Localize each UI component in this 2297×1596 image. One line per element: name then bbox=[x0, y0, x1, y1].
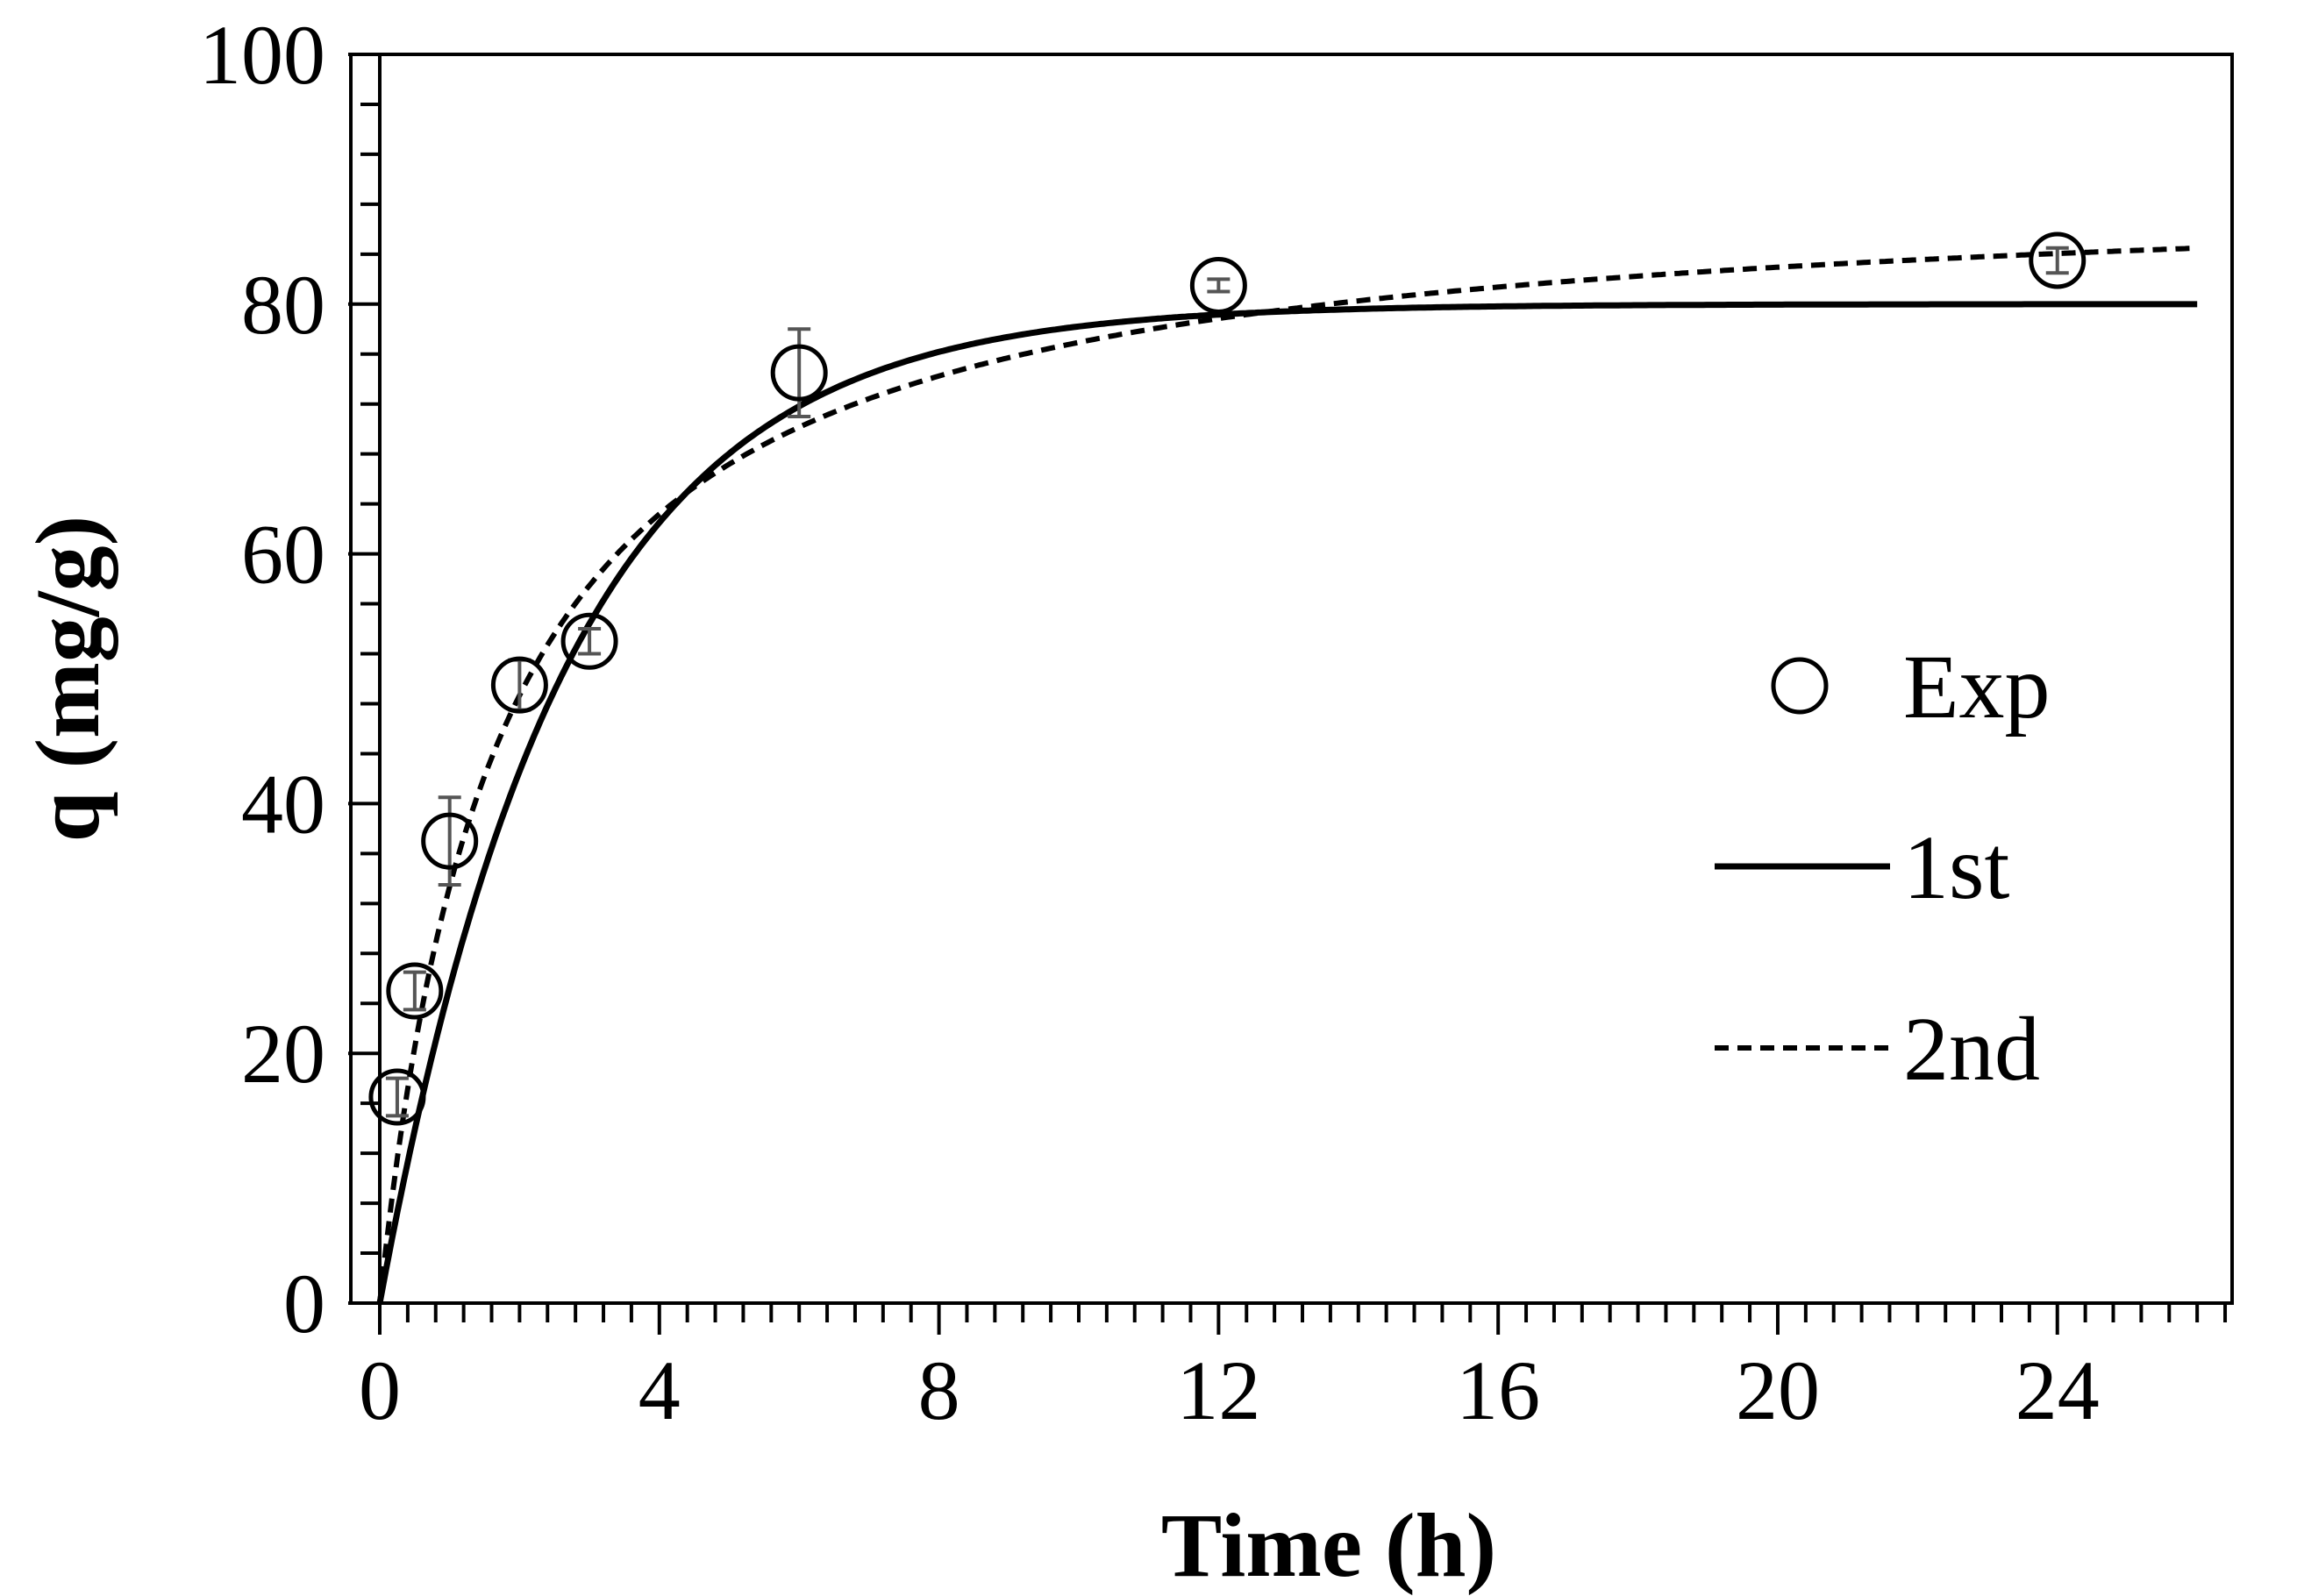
x-tick-label: 24 bbox=[2015, 1343, 2100, 1437]
y-tick-label: 40 bbox=[241, 757, 325, 851]
exp-data-point bbox=[2029, 232, 2087, 289]
legend-1st-label: 1st bbox=[1903, 817, 2009, 918]
y-tick-label: 100 bbox=[199, 8, 325, 102]
exp-data-point bbox=[421, 812, 479, 870]
legend: Exp 1st 2nd bbox=[1715, 637, 2051, 1100]
y-tick-label: 20 bbox=[241, 1007, 325, 1101]
axis-ticks bbox=[348, 53, 2232, 1335]
y-axis-title: q (mg/g) bbox=[18, 516, 118, 843]
x-tick-label: 8 bbox=[918, 1343, 960, 1437]
x-tick-label: 16 bbox=[1456, 1343, 1540, 1437]
y-tick-label: 0 bbox=[283, 1257, 325, 1350]
x-axis-title: Time (h) bbox=[1161, 1495, 1496, 1596]
x-tick-label: 20 bbox=[1736, 1343, 1820, 1437]
exp-data-point bbox=[560, 612, 618, 670]
axis-tick-labels: 0 20 40 60 80 100 0 4 8 12 16 20 24 bbox=[199, 8, 2100, 1437]
y-tick-label: 60 bbox=[241, 508, 325, 602]
exp-data-point bbox=[490, 656, 548, 714]
y-tick-label: 80 bbox=[241, 258, 325, 352]
series-layer bbox=[368, 232, 2198, 1304]
legend-exp-label: Exp bbox=[1903, 637, 2051, 737]
exp-data-point bbox=[1189, 256, 1247, 314]
legend-exp-marker bbox=[1771, 657, 1829, 715]
series-1st-line bbox=[376, 301, 2198, 1304]
x-tick-label: 4 bbox=[638, 1343, 681, 1437]
exp-data-point bbox=[386, 962, 444, 1020]
exp-data-point bbox=[770, 344, 828, 402]
legend-2nd-label: 2nd bbox=[1903, 999, 2040, 1100]
x-tick-label: 0 bbox=[359, 1343, 401, 1437]
series-2nd-line bbox=[377, 246, 2198, 1304]
x-tick-label: 12 bbox=[1176, 1343, 1260, 1437]
exp-data-point bbox=[368, 1068, 426, 1126]
